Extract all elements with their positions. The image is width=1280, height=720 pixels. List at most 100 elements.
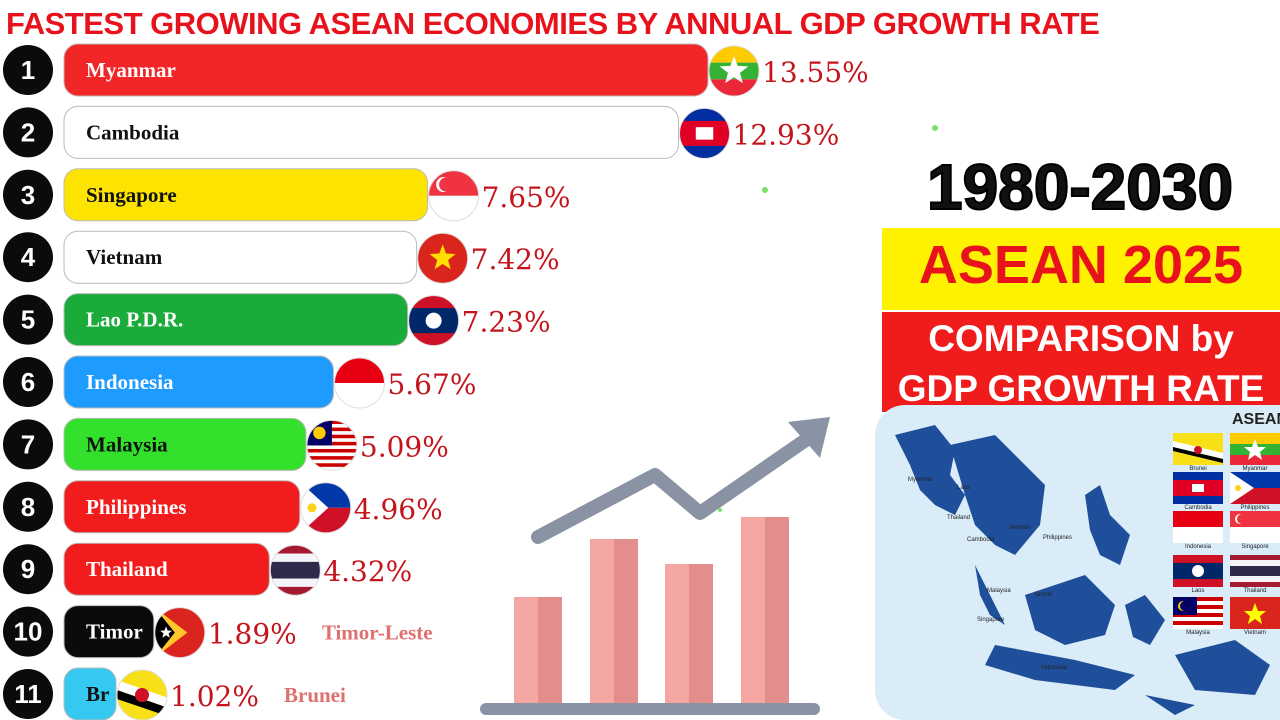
value-label: 4.32% [323, 555, 412, 588]
headline-panel: ASEAN 2025 [882, 228, 1280, 310]
rank-badge [3, 357, 53, 407]
flag-caption: Laos [1191, 588, 1205, 594]
bar-label: Indonesia [86, 370, 174, 394]
bar [63, 417, 307, 471]
rank-number: 9 [21, 554, 35, 584]
bar-row: 2 Cambodia 12.93% [3, 105, 840, 159]
subtitle-line-2: GDP GROWTH RATE [897, 368, 1265, 409]
flag-caption: Vietnam [1244, 630, 1266, 636]
myanmar-flag-icon [1230, 433, 1280, 465]
flag-caption: Myanmar [1242, 466, 1268, 472]
map-label: Myanmar [908, 477, 934, 483]
singapore-flag-icon [428, 170, 480, 222]
illustration-baseline [480, 703, 820, 715]
bar-label: Br [86, 682, 109, 706]
laos-flag-icon [408, 295, 460, 347]
laos-flag-icon [1173, 555, 1223, 587]
value-label: 7.65% [482, 181, 571, 214]
bar-label: Cambodia [86, 120, 180, 144]
cambodia-flag-icon [679, 107, 731, 159]
subtitle-panel: COMPARISON by GDP GROWTH RATE [882, 312, 1280, 412]
vietnam-flag-icon [417, 232, 469, 284]
indonesia-flag-icon [333, 357, 385, 409]
value-label: 4.96% [354, 493, 443, 526]
bar-label: Philippines [86, 495, 186, 519]
bar-row: 3 Singapore 7.65% [3, 168, 571, 222]
bar-label: Vietnam [86, 245, 163, 269]
bar [63, 43, 709, 97]
bar-label: Thailand [86, 557, 168, 581]
rank-badge [3, 544, 53, 595]
bar-label: Timor [86, 620, 143, 644]
rank-number: 8 [21, 492, 35, 522]
rank-number: 5 [21, 305, 35, 335]
bar-row: 7 Malaysia 5.09% [3, 417, 449, 471]
cambodia-flag-icon [1173, 472, 1223, 504]
bar-row: 9 Thailand 4.32% [3, 542, 412, 596]
map-label: Malaysia [987, 588, 1011, 594]
flag-caption: Philippines [1240, 505, 1270, 511]
rank-number: 1 [21, 55, 35, 85]
bar [63, 293, 409, 347]
bar [63, 168, 429, 222]
value-label: 7.23% [462, 306, 551, 339]
rank-badge [3, 45, 53, 95]
value-label: 12.93% [733, 118, 840, 151]
bar-label: Myanmar [86, 58, 176, 82]
map-label: Vietnam [1009, 525, 1031, 531]
bar [63, 605, 155, 659]
bar [63, 355, 334, 409]
rank-badge [3, 669, 53, 719]
philippines-flag-icon [300, 482, 352, 534]
full-name-label: Brunei [284, 683, 346, 707]
value-label: 1.89% [208, 618, 297, 651]
rank-number: 10 [14, 617, 43, 647]
value-label: 13.55% [762, 56, 869, 89]
map-label: Brunei [1035, 592, 1053, 598]
map-land [895, 425, 1270, 715]
trend-arrow-head [788, 417, 830, 458]
brunei-flag-icon [116, 669, 168, 720]
rank-number: 2 [21, 117, 35, 147]
bar-label: Lao P.D.R. [86, 308, 183, 332]
asean-map: ASEAN Myanmar Laos Thailand Cambodia Vie… [875, 405, 1280, 720]
rank-badge [3, 169, 53, 220]
headline-text: ASEAN 2025 [918, 235, 1244, 295]
bar-row: 8 Philippines 4.96% [3, 480, 443, 534]
value-label: 5.09% [360, 430, 449, 463]
rank-number: 4 [21, 242, 36, 272]
brunei-flag-icon [1173, 433, 1223, 465]
map-label: Thailand [947, 515, 971, 521]
map-label: Cambodia [967, 537, 995, 543]
flag-caption: Thailand [1243, 588, 1267, 594]
growth-illustration [480, 417, 830, 715]
map-label: Singapore [977, 617, 1005, 623]
rank-badge [3, 481, 53, 532]
bar [63, 230, 418, 284]
value-label: 1.02% [170, 680, 259, 713]
value-label: 7.42% [471, 243, 560, 276]
flag-caption: Brunei [1189, 466, 1207, 472]
vietnam-flag-icon [1230, 597, 1280, 629]
myanmar-flag-icon [708, 45, 760, 97]
rank-number: 11 [14, 679, 42, 709]
rank-badge [3, 294, 53, 345]
singapore-flag-icon [1230, 511, 1280, 543]
bar [63, 667, 117, 720]
year-range: 1980-2030 [926, 150, 1234, 224]
rank-badge [3, 107, 53, 158]
malaysia-flag-icon [1173, 597, 1223, 629]
map-label: Indonesia [1041, 665, 1068, 671]
map-label: Laos [957, 485, 971, 491]
map-label: Philippines [1043, 535, 1073, 541]
map-title: ASEAN [1231, 411, 1280, 428]
flag-caption: Singapore [1241, 544, 1269, 550]
rank-badge [3, 419, 53, 470]
thailand-flag-icon [269, 544, 321, 596]
bar-label: Malaysia [86, 432, 168, 456]
value-label: 5.67% [387, 368, 476, 401]
malaysia-flag-icon [306, 419, 358, 471]
bar-row: 4 Vietnam 7.42% [3, 230, 560, 284]
flag-caption: Cambodia [1184, 505, 1212, 511]
